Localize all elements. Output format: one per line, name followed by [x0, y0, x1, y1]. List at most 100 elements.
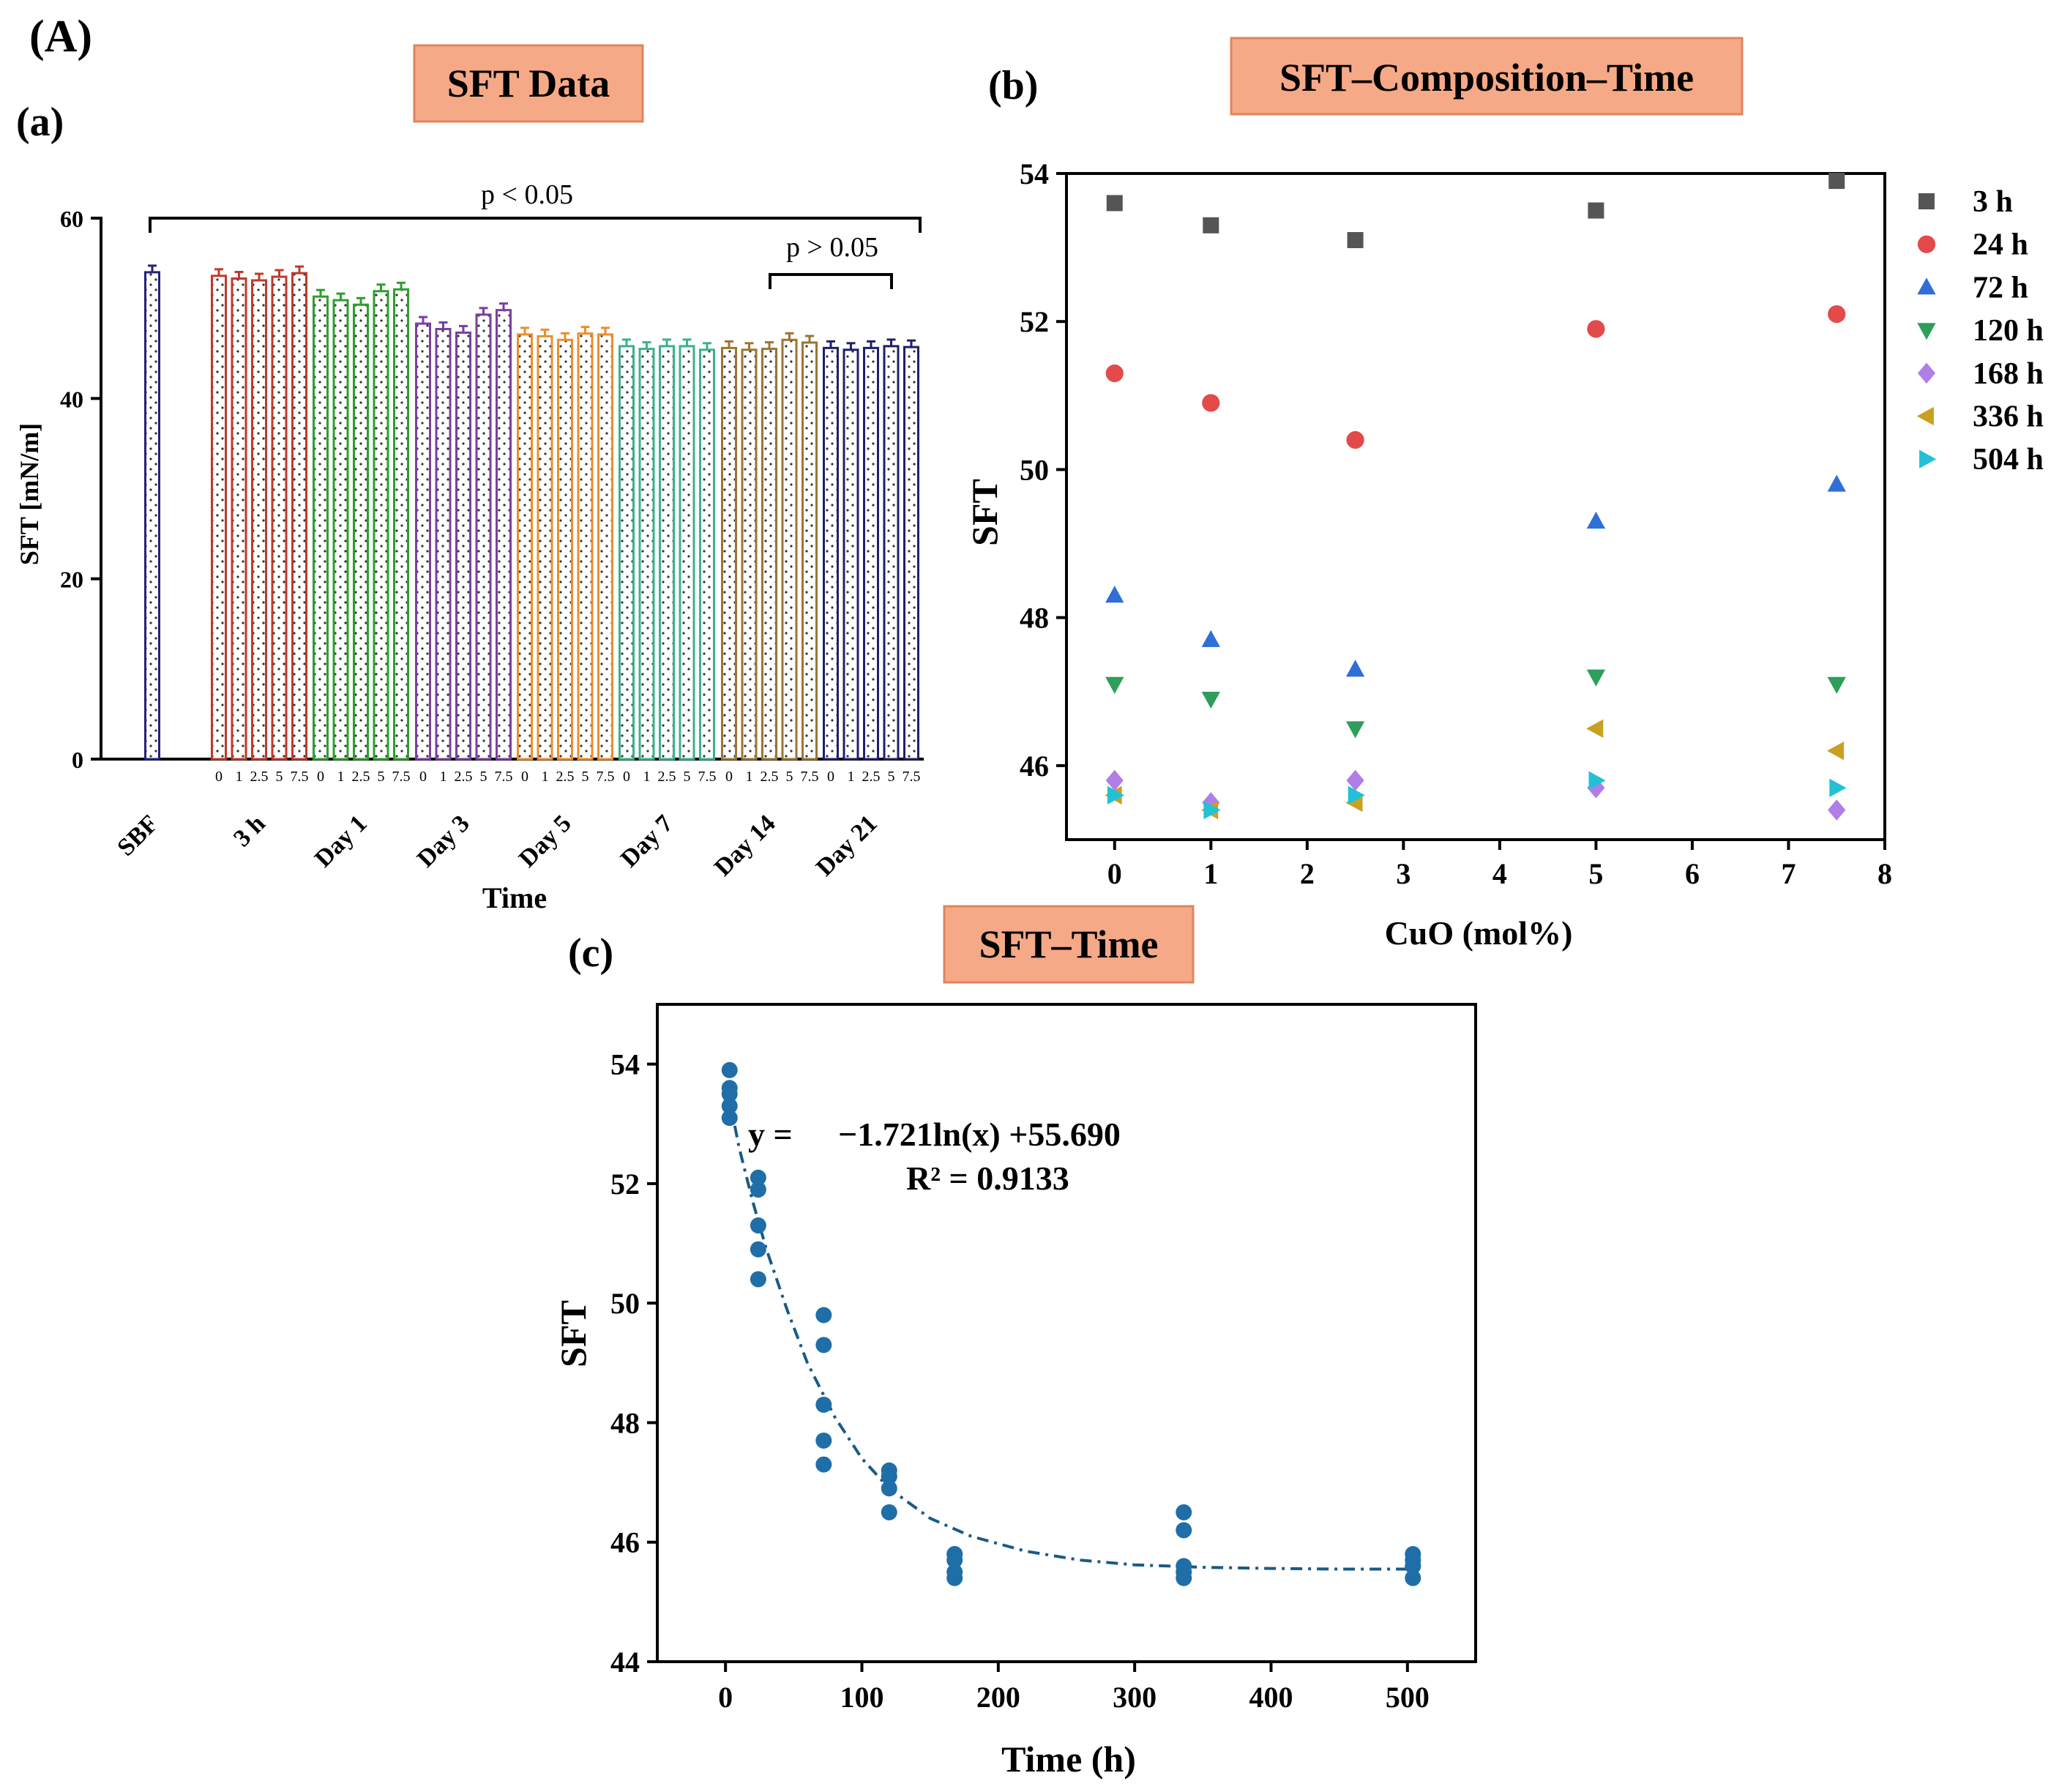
panel-b-ylabel: SFT [964, 479, 1005, 546]
panel-c-title: SFT–Time [979, 922, 1158, 966]
bar [659, 345, 675, 761]
significance-bracket-late: p > 0.05 [769, 232, 893, 289]
bar [373, 290, 389, 761]
bar-sublabel: 2.5 [250, 769, 269, 785]
point-168-h [1346, 769, 1364, 791]
y-tick-label-a: 0 [72, 747, 83, 773]
data-point [881, 1480, 897, 1497]
bar-sublabel: 2.5 [761, 769, 779, 785]
panel-c: (c) SFT–Time 0 100 200 300 400 500 44 46 48 50 52 5… [553, 905, 1477, 1780]
data-point [881, 1504, 897, 1520]
bar-sublabel: 7.5 [291, 769, 309, 785]
legend-label-24-h: 24 h [1973, 228, 2028, 262]
y-tick-label-a: 20 [60, 567, 83, 593]
y-tick-label-c: 54 [610, 1048, 640, 1081]
legend-label-336-h: 336 h [1973, 400, 2044, 434]
data-point [721, 1110, 738, 1127]
point-24-h [1202, 394, 1220, 412]
bar [638, 348, 655, 761]
panel-a-xlabel: Time [482, 881, 547, 914]
panel-b-frame [1065, 172, 1886, 841]
bar [619, 345, 635, 761]
group-label-day-14: Day 14 [709, 810, 781, 881]
x-tick-label-b: 2 [1300, 857, 1315, 890]
bar [699, 348, 715, 761]
bar-sublabel: 0 [215, 769, 223, 785]
point-168-h [1828, 799, 1846, 821]
legend-label-3-h: 3 h [1973, 185, 2013, 219]
point-120-h [1105, 676, 1124, 694]
fit-curve [728, 1100, 1413, 1571]
data-point [750, 1271, 766, 1288]
point-72-h [1586, 512, 1606, 529]
group-label-3-h: 3 h [228, 810, 271, 852]
bar [721, 346, 737, 761]
group-label-day-3: Day 3 [412, 810, 475, 873]
legend-b: 3 h 24 h 72 h 120 h 168 h 336 h 504 h [1916, 185, 2044, 477]
point-3-h [1828, 173, 1845, 190]
data-point [750, 1181, 766, 1198]
y-tick-label-b: 48 [1020, 602, 1049, 635]
point-504-h [1107, 785, 1124, 804]
point-3-h [1347, 232, 1364, 248]
y-tick-label-a: 60 [60, 206, 83, 232]
bar [741, 348, 758, 761]
bar [842, 348, 859, 761]
bar [415, 322, 431, 761]
data-point [721, 1061, 738, 1078]
y-tick-label-b: 46 [1020, 750, 1049, 783]
bar [475, 313, 492, 761]
significance-bracket-all: p < 0.05 [149, 179, 922, 233]
bar [332, 299, 349, 761]
point-72-h [1201, 630, 1220, 647]
bar [823, 346, 839, 761]
data-point [721, 1086, 738, 1102]
panel-a-ylabel: SFT [mN/m] [15, 423, 44, 565]
data-point [1405, 1552, 1421, 1569]
point-24-h [1587, 320, 1605, 338]
bar [903, 346, 919, 761]
point-168-h [1105, 769, 1124, 791]
bar-sublabel: 5 [582, 769, 589, 785]
figure-label: (A) [29, 12, 92, 61]
data-point [946, 1569, 963, 1586]
data-point [881, 1468, 897, 1485]
group-label-day-1: Day 1 [310, 810, 373, 873]
point-504-h [1588, 771, 1606, 790]
bar-sublabel: 7.5 [903, 769, 921, 785]
bar [353, 303, 369, 761]
bar-sublabel: 2.5 [455, 769, 473, 785]
bar-sublabel: 2.5 [862, 769, 881, 785]
x-tick-label-c: 500 [1386, 1681, 1430, 1714]
y-tick-label-c: 46 [610, 1526, 640, 1559]
bar-sublabel: 7.5 [495, 769, 513, 785]
group-label-day-5: Day 5 [514, 810, 577, 873]
bar [231, 277, 247, 761]
panel-a-label: (a) [16, 100, 64, 145]
bar [802, 341, 818, 761]
panel-a-title-box [413, 44, 644, 123]
bar [455, 331, 471, 761]
legend-marker-120-h [1917, 323, 1936, 340]
data-point [1405, 1569, 1421, 1586]
bar-sublabel: 1 [643, 769, 651, 785]
legend-marker-336-h [1916, 406, 1934, 426]
x-tick-label-c: 100 [840, 1681, 884, 1714]
panel-b-label: (b) [988, 63, 1038, 108]
panel-b: (b) SFT–Composition–Time 0 1 2 3 4 5 6 7 8 46 48 50… [964, 37, 2044, 952]
legend-marker-24-h [1917, 235, 1936, 253]
data-point [1176, 1504, 1192, 1520]
bar [883, 345, 900, 761]
bar [435, 327, 452, 761]
y-tick-label-b: 50 [1020, 453, 1049, 486]
x-tick-label-b: 0 [1107, 857, 1122, 890]
bar-sublabel: 2.5 [556, 769, 575, 785]
annotation-p-gt: p > 0.05 [786, 232, 878, 263]
point-120-h [1201, 691, 1220, 709]
point-3-h [1588, 202, 1604, 219]
data-point [815, 1432, 832, 1449]
bar [863, 346, 879, 761]
bar [211, 275, 227, 761]
legend-marker-3-h [1918, 193, 1935, 209]
